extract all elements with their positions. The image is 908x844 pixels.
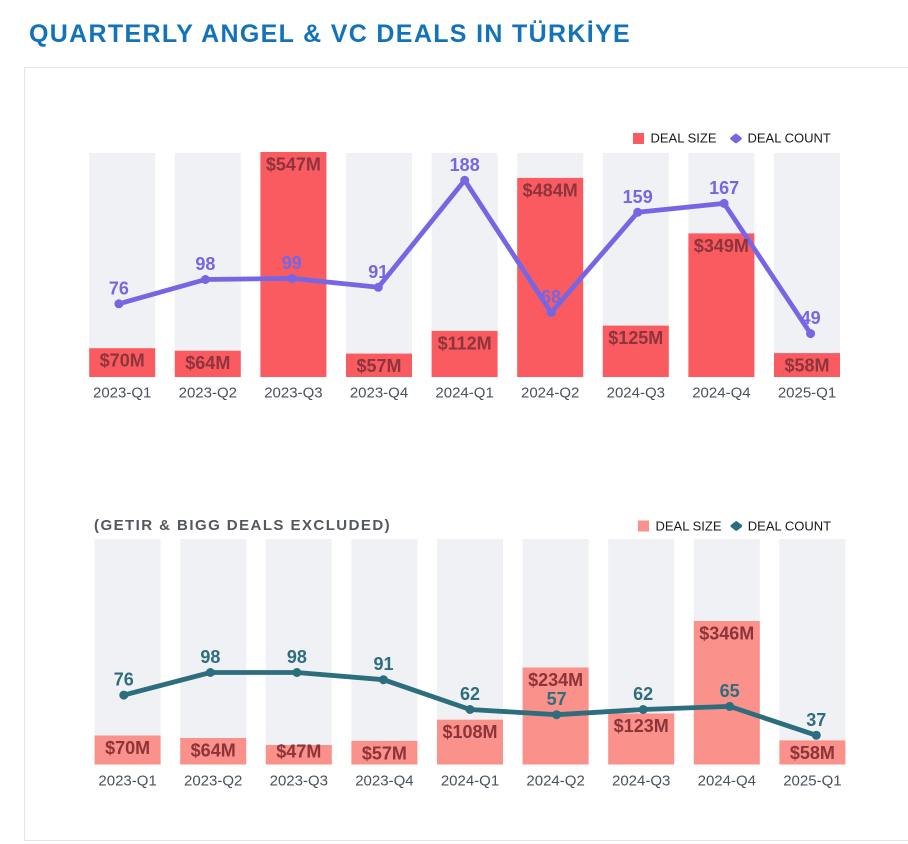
svg-text:2024-Q4: 2024-Q4 [698, 773, 756, 790]
svg-text:2024-Q2: 2024-Q2 [521, 385, 579, 402]
svg-text:$57M: $57M [356, 356, 401, 376]
svg-text:$346M: $346M [699, 624, 754, 644]
svg-text:$112M: $112M [438, 333, 492, 353]
svg-text:2023-Q2: 2023-Q2 [184, 773, 242, 790]
svg-text:DEAL COUNT: DEAL COUNT [748, 519, 831, 534]
svg-text:$123M: $123M [614, 716, 669, 736]
svg-text:2025-Q1: 2025-Q1 [778, 385, 836, 402]
svg-text:$58M: $58M [790, 743, 835, 763]
svg-text:167: 167 [709, 178, 739, 198]
svg-text:159: 159 [623, 187, 653, 207]
svg-text:$70M: $70M [105, 738, 150, 758]
svg-text:62: 62 [460, 684, 480, 704]
svg-text:2024-Q3: 2024-Q3 [612, 773, 670, 790]
svg-text:$349M: $349M [694, 236, 749, 256]
svg-text:99: 99 [282, 253, 302, 273]
svg-text:$58M: $58M [784, 356, 829, 376]
svg-text:$47M: $47M [276, 742, 321, 762]
svg-text:2024-Q3: 2024-Q3 [607, 385, 665, 402]
svg-text:188: 188 [450, 155, 480, 175]
svg-text:91: 91 [368, 262, 388, 282]
svg-text:2024-Q2: 2024-Q2 [526, 773, 584, 790]
svg-text:DEAL SIZE: DEAL SIZE [656, 519, 722, 534]
svg-text:2023-Q3: 2023-Q3 [270, 773, 328, 790]
svg-text:$125M: $125M [608, 328, 663, 348]
svg-text:$547M: $547M [266, 155, 321, 175]
svg-text:49: 49 [801, 308, 821, 328]
svg-text:98: 98 [287, 647, 307, 667]
svg-text:65: 65 [720, 681, 740, 701]
svg-text:98: 98 [195, 254, 215, 274]
svg-text:$64M: $64M [191, 741, 236, 761]
svg-text:37: 37 [806, 710, 826, 730]
svg-text:2024-Q4: 2024-Q4 [692, 385, 750, 402]
svg-text:76: 76 [114, 670, 134, 690]
svg-text:68: 68 [541, 287, 561, 307]
svg-text:$64M: $64M [185, 353, 230, 373]
svg-text:2025-Q1: 2025-Q1 [783, 773, 841, 790]
svg-text:2023-Q4: 2023-Q4 [355, 773, 413, 790]
svg-text:DEAL COUNT: DEAL COUNT [748, 131, 831, 146]
svg-text:2023-Q1: 2023-Q1 [93, 385, 151, 402]
svg-text:2023-Q2: 2023-Q2 [179, 385, 237, 402]
svg-text:(GETIR & BIGG DEALS EXCLUDED): (GETIR & BIGG DEALS EXCLUDED) [94, 517, 391, 534]
svg-text:$70M: $70M [100, 351, 145, 371]
svg-text:98: 98 [200, 647, 220, 667]
svg-text:$108M: $108M [442, 722, 497, 742]
svg-text:DEAL SIZE: DEAL SIZE [651, 131, 717, 146]
svg-text:2023-Q1: 2023-Q1 [98, 773, 156, 790]
svg-text:62: 62 [633, 684, 653, 704]
svg-text:57: 57 [547, 689, 567, 709]
svg-text:2024-Q1: 2024-Q1 [441, 773, 499, 790]
svg-text:76: 76 [109, 278, 129, 298]
svg-text:$234M: $234M [528, 670, 583, 690]
svg-text:2023-Q4: 2023-Q4 [350, 385, 408, 402]
svg-text:$57M: $57M [362, 743, 407, 763]
svg-text:2023-Q3: 2023-Q3 [264, 385, 322, 402]
svg-text:2024-Q1: 2024-Q1 [435, 385, 493, 402]
svg-text:$484M: $484M [523, 180, 578, 200]
svg-text:91: 91 [373, 654, 393, 674]
